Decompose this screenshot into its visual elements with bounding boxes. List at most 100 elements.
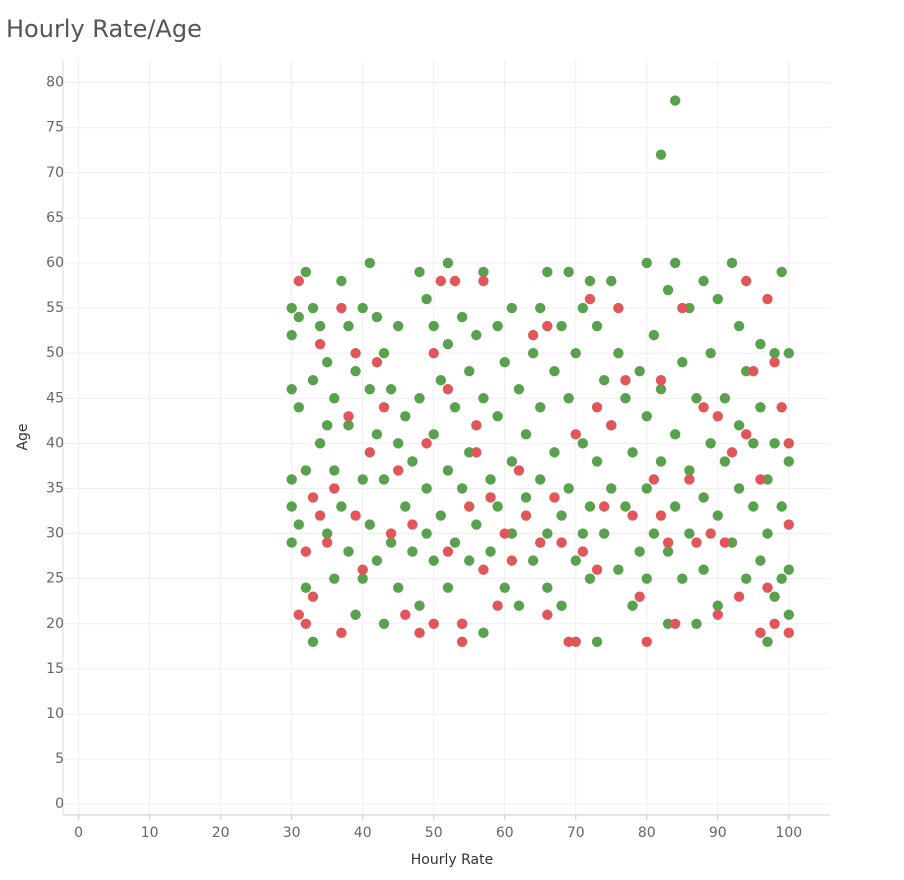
point xyxy=(464,555,475,566)
point xyxy=(620,393,631,404)
point xyxy=(769,347,780,359)
point xyxy=(407,456,418,467)
point xyxy=(492,501,503,512)
y-tick-label: 75 xyxy=(46,120,64,136)
point xyxy=(307,302,319,314)
point xyxy=(442,546,454,557)
point xyxy=(591,456,603,467)
point xyxy=(641,636,652,648)
point xyxy=(698,402,709,413)
point xyxy=(783,347,795,359)
point xyxy=(456,618,468,629)
point xyxy=(698,275,709,287)
point xyxy=(449,402,461,413)
point xyxy=(478,275,489,287)
point xyxy=(428,618,439,629)
point xyxy=(698,492,709,503)
point xyxy=(293,311,304,323)
y-tick-label: 35 xyxy=(46,480,64,496)
point xyxy=(300,266,312,278)
y-tick-label: 20 xyxy=(46,616,64,632)
point xyxy=(471,329,482,341)
point xyxy=(691,393,702,404)
point xyxy=(428,555,439,566)
point xyxy=(577,546,589,557)
point xyxy=(740,429,752,440)
point xyxy=(783,627,795,638)
point xyxy=(286,329,297,341)
point xyxy=(442,257,454,269)
point xyxy=(499,582,510,593)
point xyxy=(762,582,773,593)
y-tick-label: 40 xyxy=(46,435,64,451)
x-tick-label: 50 xyxy=(425,825,443,841)
point xyxy=(520,510,532,521)
point xyxy=(776,573,787,584)
point xyxy=(371,356,383,368)
y-tick-label: 15 xyxy=(46,661,64,677)
point xyxy=(698,564,709,575)
point xyxy=(321,528,333,539)
y-tick-label: 50 xyxy=(46,345,64,361)
point xyxy=(648,329,660,341)
point xyxy=(329,393,340,404)
point xyxy=(542,320,553,332)
point xyxy=(613,564,624,575)
point xyxy=(776,402,787,413)
point xyxy=(456,311,468,323)
point xyxy=(300,546,312,557)
point xyxy=(563,393,574,404)
point xyxy=(400,411,411,422)
point xyxy=(733,591,745,602)
y-tick-label: 30 xyxy=(46,526,64,542)
point xyxy=(286,501,297,512)
point xyxy=(393,320,404,332)
point xyxy=(492,600,503,611)
point xyxy=(712,510,723,521)
point xyxy=(705,528,716,539)
point xyxy=(378,618,390,629)
point xyxy=(705,347,716,359)
point xyxy=(314,438,326,449)
point xyxy=(598,375,610,386)
point xyxy=(286,474,297,485)
point xyxy=(421,293,432,305)
point xyxy=(641,483,652,494)
point xyxy=(464,501,475,512)
point xyxy=(321,420,333,431)
point xyxy=(627,510,638,521)
point xyxy=(414,627,425,638)
point xyxy=(662,284,674,296)
x-tick-label: 10 xyxy=(141,825,159,841)
x-tick-label: 40 xyxy=(354,825,372,841)
point xyxy=(655,456,667,467)
point xyxy=(556,600,567,611)
point xyxy=(783,456,795,467)
point xyxy=(584,275,596,287)
point xyxy=(627,600,638,611)
point xyxy=(506,302,518,314)
point xyxy=(591,636,603,648)
point xyxy=(641,257,652,269)
point xyxy=(286,302,297,314)
point xyxy=(577,528,589,539)
point xyxy=(755,627,766,638)
grid xyxy=(63,60,830,815)
point xyxy=(364,519,375,530)
point xyxy=(400,609,411,620)
point xyxy=(428,347,439,359)
y-tick-label: 10 xyxy=(46,706,64,722)
point xyxy=(364,447,375,458)
point xyxy=(464,366,475,377)
point xyxy=(357,474,368,485)
marks xyxy=(286,95,795,648)
point xyxy=(286,384,297,395)
point xyxy=(712,600,723,611)
point xyxy=(336,302,347,314)
y-tick-label: 0 xyxy=(55,796,64,812)
point xyxy=(428,320,439,332)
point xyxy=(535,537,546,548)
point xyxy=(485,546,496,557)
point xyxy=(535,302,546,314)
point xyxy=(584,501,596,512)
